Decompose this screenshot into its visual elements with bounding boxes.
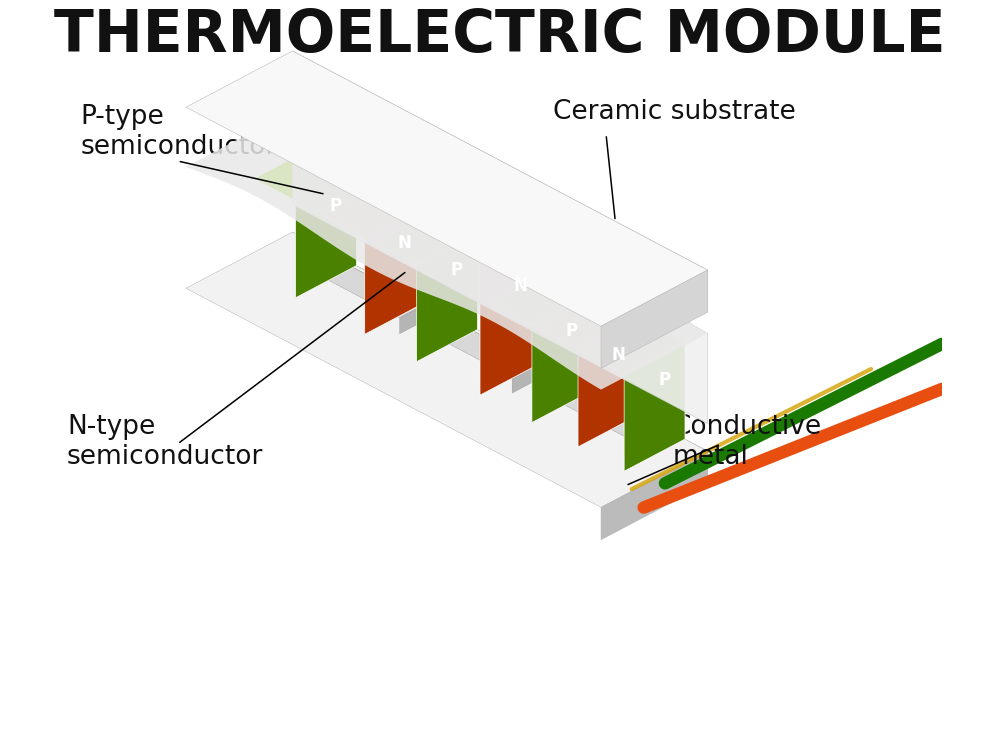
Polygon shape bbox=[624, 342, 685, 471]
Polygon shape bbox=[436, 211, 477, 330]
Polygon shape bbox=[365, 205, 426, 335]
Polygon shape bbox=[480, 232, 541, 395]
Polygon shape bbox=[292, 111, 708, 424]
Polygon shape bbox=[651, 282, 656, 313]
Polygon shape bbox=[400, 305, 424, 334]
Polygon shape bbox=[512, 241, 537, 270]
Polygon shape bbox=[601, 451, 708, 539]
Polygon shape bbox=[368, 165, 392, 194]
Polygon shape bbox=[490, 271, 593, 325]
Polygon shape bbox=[583, 320, 685, 374]
Polygon shape bbox=[553, 225, 563, 265]
Polygon shape bbox=[601, 270, 708, 368]
Polygon shape bbox=[578, 318, 639, 447]
Polygon shape bbox=[574, 384, 649, 440]
Text: P: P bbox=[451, 261, 463, 279]
Polygon shape bbox=[547, 260, 649, 313]
Polygon shape bbox=[499, 210, 541, 363]
Polygon shape bbox=[375, 211, 477, 265]
Text: P: P bbox=[566, 322, 578, 340]
Polygon shape bbox=[437, 324, 537, 377]
Polygon shape bbox=[439, 210, 541, 264]
Text: P: P bbox=[330, 197, 342, 215]
Text: P-type
semiconductor: P-type semiconductor bbox=[80, 104, 277, 160]
Polygon shape bbox=[186, 232, 708, 507]
Polygon shape bbox=[292, 232, 708, 483]
Polygon shape bbox=[605, 258, 610, 289]
Polygon shape bbox=[571, 260, 649, 316]
Polygon shape bbox=[292, 51, 708, 312]
Text: Conductive
metal: Conductive metal bbox=[672, 414, 821, 470]
Polygon shape bbox=[323, 183, 426, 237]
Polygon shape bbox=[384, 183, 426, 303]
Polygon shape bbox=[290, 124, 392, 178]
Polygon shape bbox=[186, 111, 708, 389]
Polygon shape bbox=[532, 293, 593, 423]
Text: THERMOELECTRIC MODULE: THERMOELECTRIC MODULE bbox=[54, 7, 946, 64]
Polygon shape bbox=[550, 384, 649, 437]
Polygon shape bbox=[296, 168, 356, 298]
Polygon shape bbox=[597, 296, 639, 415]
Text: P: P bbox=[658, 370, 670, 389]
Polygon shape bbox=[462, 324, 537, 380]
Polygon shape bbox=[490, 197, 512, 226]
Polygon shape bbox=[315, 147, 356, 265]
Polygon shape bbox=[551, 271, 593, 391]
Polygon shape bbox=[643, 320, 685, 439]
Polygon shape bbox=[459, 200, 537, 257]
Polygon shape bbox=[625, 300, 649, 330]
Polygon shape bbox=[512, 364, 537, 393]
Text: N-type
semiconductor: N-type semiconductor bbox=[67, 414, 263, 470]
Polygon shape bbox=[417, 233, 477, 362]
Text: Ceramic substrate: Ceramic substrate bbox=[553, 99, 796, 125]
Polygon shape bbox=[438, 170, 448, 204]
Polygon shape bbox=[315, 124, 392, 181]
Polygon shape bbox=[325, 265, 424, 318]
Text: N: N bbox=[611, 346, 625, 364]
Polygon shape bbox=[537, 296, 639, 350]
Text: N: N bbox=[513, 278, 527, 295]
Polygon shape bbox=[369, 133, 396, 176]
Polygon shape bbox=[434, 200, 537, 254]
Polygon shape bbox=[186, 51, 708, 327]
Text: N: N bbox=[398, 234, 412, 252]
Polygon shape bbox=[254, 147, 356, 200]
Polygon shape bbox=[625, 424, 649, 452]
Polygon shape bbox=[349, 265, 424, 321]
